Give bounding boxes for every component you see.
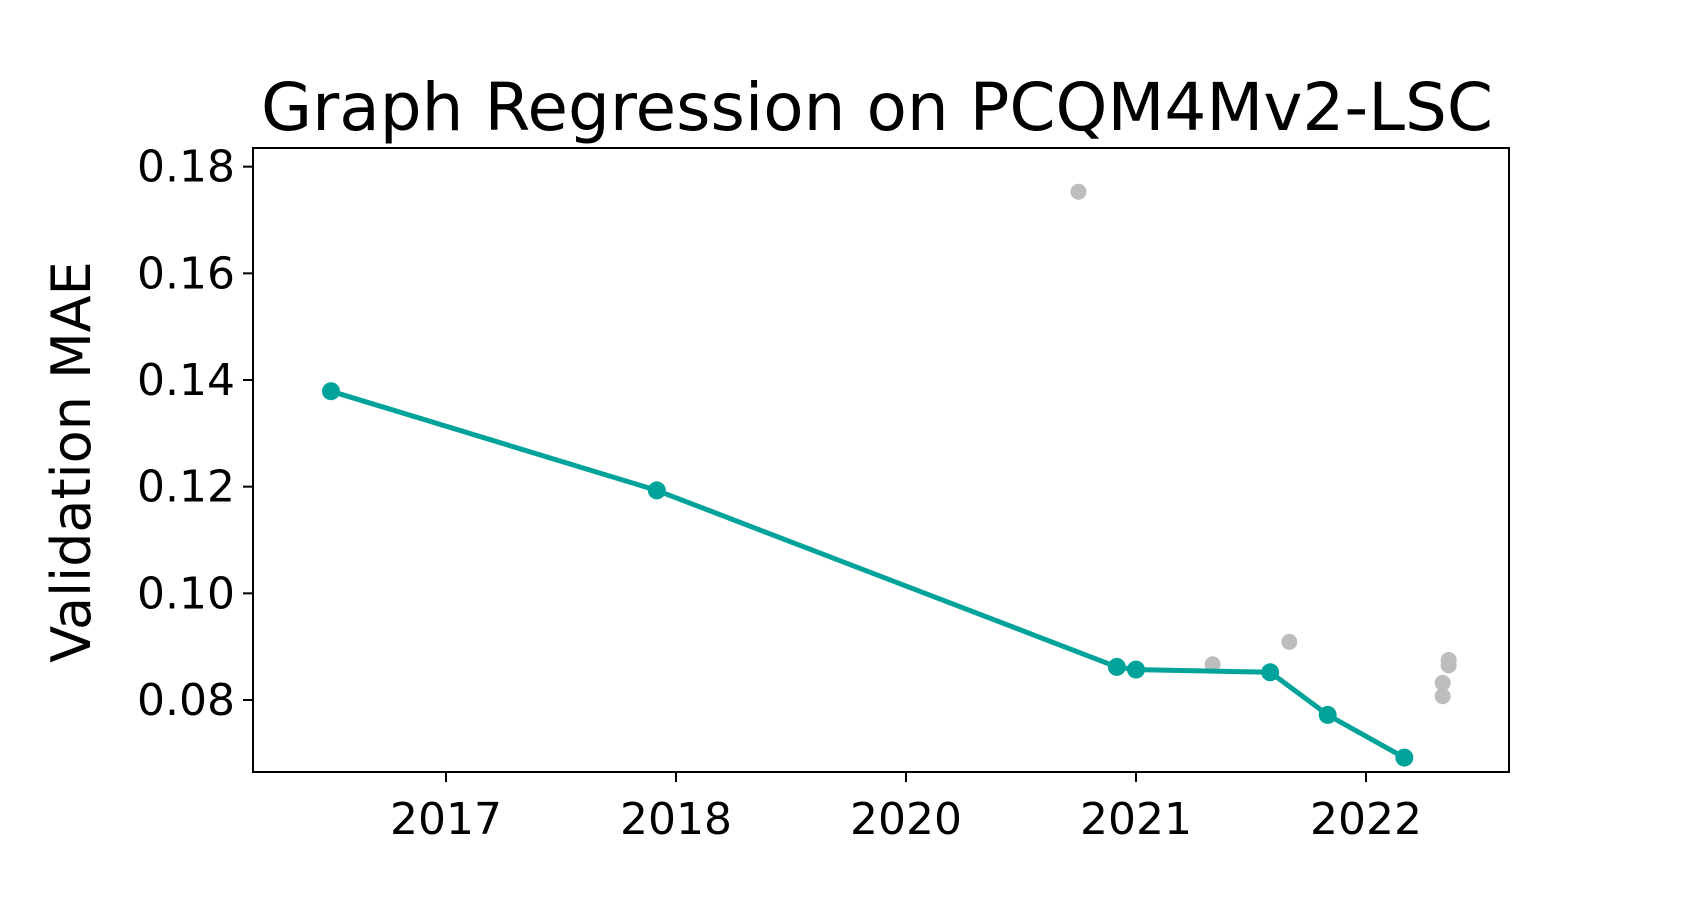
y-tick-label: 0.10 — [137, 568, 235, 619]
frontier-point — [322, 382, 340, 401]
other-point — [1434, 688, 1451, 705]
x-tick-label: 2017 — [390, 794, 502, 845]
y-axis-label: Validation MAE — [40, 261, 103, 662]
axes: 0.08 0.10 0.12 0.14 0.16 0.18 2017 2018 2020 2021… — [137, 142, 1510, 845]
plot-area — [322, 183, 1457, 767]
frontier-point — [1107, 657, 1126, 676]
x-tick-label: 2022 — [1310, 794, 1422, 845]
x-tick-label: 2020 — [850, 794, 962, 845]
y-tick-label: 0.12 — [137, 462, 235, 513]
plot-frame — [252, 147, 1510, 773]
x-tick-label: 2021 — [1080, 794, 1192, 845]
y-tick-label: 0.08 — [137, 675, 235, 726]
frontier-point — [1127, 660, 1145, 679]
other-point — [1281, 633, 1298, 650]
other-point — [1204, 656, 1221, 673]
y-tick-label: 0.18 — [137, 142, 235, 193]
y-tick-label: 0.14 — [137, 355, 235, 406]
other-point — [1070, 183, 1087, 200]
y-tick-label: 0.16 — [137, 248, 235, 299]
frontier-point — [647, 481, 666, 500]
frontier-line — [330, 388, 1406, 760]
other-point — [1434, 674, 1451, 691]
frontier-point — [1318, 705, 1337, 724]
frontier-point — [1261, 663, 1280, 682]
x-tick-label: 2018 — [620, 794, 732, 845]
other-point — [1440, 657, 1457, 674]
chart-title: Graph Regression on PCQM4Mv2-LSC — [261, 69, 1493, 146]
frontier-point — [1395, 748, 1414, 767]
